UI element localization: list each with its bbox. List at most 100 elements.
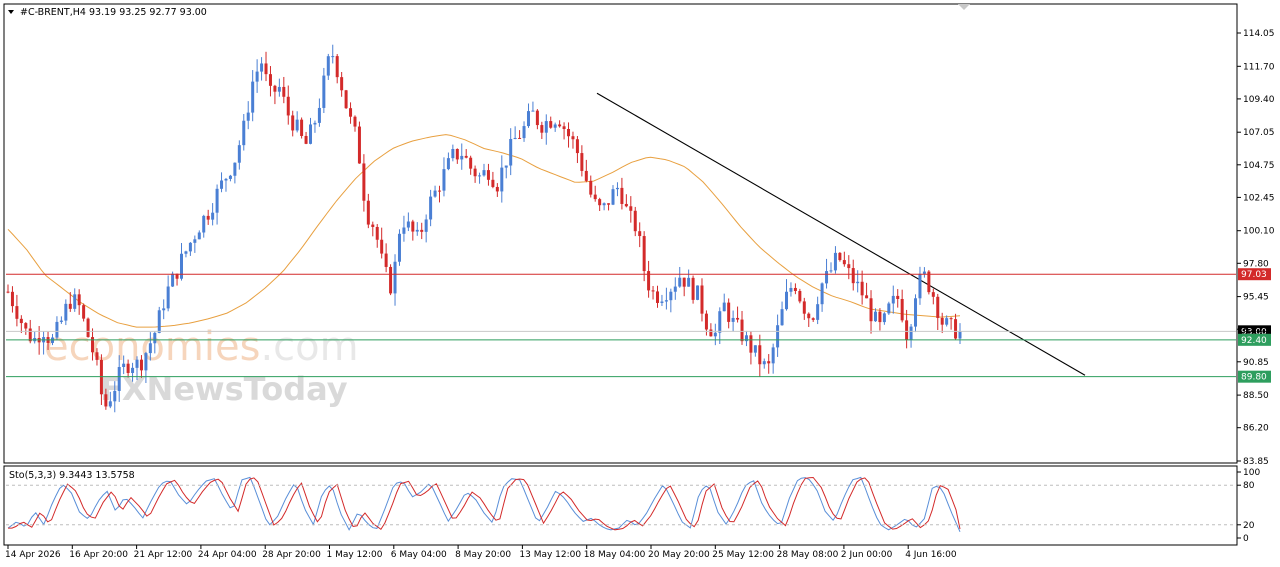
candle-body: [807, 313, 811, 319]
y-tick-label: 109.40: [1243, 95, 1275, 105]
y-tick-label: 107.05: [1243, 128, 1275, 138]
candle-body: [651, 290, 655, 292]
price-level-tag-label: 92.40: [1241, 336, 1267, 346]
stoch-tick-label: 100: [1243, 468, 1260, 478]
candle-body: [206, 215, 210, 220]
candle-body: [313, 122, 317, 125]
candle-body: [242, 120, 246, 146]
candle-body: [469, 157, 473, 169]
stoch-tick-label: 20: [1243, 521, 1255, 531]
candle-body: [24, 323, 28, 329]
candle-body: [727, 302, 731, 322]
candle-body: [758, 345, 762, 365]
candle-body: [860, 281, 864, 296]
x-tick-label: 6 May 04:00: [391, 550, 447, 560]
candle-body: [380, 239, 384, 254]
candle-body: [277, 86, 281, 92]
candle-body: [544, 121, 548, 133]
price-level-tag: [1238, 333, 1271, 346]
candle-body: [522, 126, 526, 139]
candle-body: [246, 112, 250, 121]
candle-body: [357, 126, 361, 164]
candle-body: [255, 71, 259, 82]
candle-body: [571, 136, 575, 140]
candle-body: [464, 155, 468, 158]
candle-body: [558, 124, 562, 127]
candle-body: [633, 210, 637, 232]
candle-body: [317, 107, 321, 123]
x-tick-label: 28 Apr 20:00: [262, 550, 321, 560]
candle-body: [104, 394, 108, 407]
candle-body: [131, 367, 135, 373]
stochastic-label: Sto(5,3,3) 9.3443 13.5758: [9, 470, 135, 481]
candle-body: [526, 111, 530, 127]
y-tick-label: 97.80: [1243, 259, 1269, 269]
candle-body: [740, 319, 744, 342]
candle-body: [340, 77, 344, 91]
candle-body: [68, 303, 72, 309]
candle-body: [260, 63, 264, 72]
candle-body: [331, 56, 335, 58]
candle-body: [460, 155, 464, 160]
candle-body: [531, 110, 535, 112]
x-tick-label: 2 Jun 00:00: [841, 550, 893, 560]
stochastic-main-line: [7, 476, 961, 533]
candle-body: [811, 318, 815, 320]
candle-body: [749, 335, 753, 353]
candle-body: [19, 318, 23, 324]
candle-body: [397, 233, 401, 262]
candle-body: [273, 85, 277, 92]
candle-body: [620, 187, 624, 204]
candle-body: [73, 294, 77, 309]
candle-body: [197, 232, 201, 240]
candle-body: [10, 291, 14, 307]
price-level-tag: [1238, 268, 1271, 281]
y-tick-label: 111.70: [1243, 62, 1275, 72]
x-tick-label: 16 Apr 20:00: [69, 550, 128, 560]
candle-body: [188, 242, 192, 252]
chart-header: #C-BRENT,H4 93.19 93.25 92.77 93.00: [8, 7, 207, 18]
candle-body: [931, 292, 935, 297]
y-tick-label: 102.45: [1243, 193, 1275, 203]
candle-body: [442, 169, 446, 191]
scroll-indicator-icon[interactable]: [958, 4, 970, 10]
candle-body: [900, 298, 904, 321]
candle-body: [91, 337, 95, 353]
trendline[interactable]: [596, 92, 1086, 376]
candle-body: [291, 115, 295, 131]
candle-body: [228, 175, 232, 179]
candle-body: [215, 188, 219, 213]
candle-body: [375, 226, 379, 240]
candle-body: [664, 300, 668, 302]
candle-body: [420, 229, 424, 232]
candle-body: [322, 75, 326, 108]
ohlc-values: 93.19 93.25 92.77 93.00: [89, 7, 207, 18]
candle-body: [753, 345, 757, 353]
candle-body: [945, 318, 949, 325]
candle-body: [878, 311, 882, 323]
candle-body: [647, 271, 651, 291]
candle-body: [122, 363, 126, 367]
candle-body: [949, 318, 953, 320]
candle-body: [958, 331, 962, 339]
y-tick-label: 93.15: [1243, 325, 1269, 335]
price-level-tag-label: 93.00: [1241, 327, 1267, 337]
triangle-down-icon[interactable]: [8, 10, 14, 14]
candle-body: [940, 317, 944, 325]
stochastic-panel-frame: [3, 465, 1238, 546]
candle-body: [682, 277, 686, 287]
candle-body: [108, 401, 112, 407]
candle-body: [371, 224, 375, 227]
candle-body: [611, 189, 615, 205]
x-tick-label: 4 Jun 16:00: [905, 550, 957, 560]
candle-body: [251, 81, 255, 113]
candle-body: [384, 253, 388, 267]
candle-body: [304, 135, 308, 144]
candle-body: [562, 126, 566, 130]
candle-body: [838, 252, 842, 261]
candle-body: [86, 318, 90, 338]
candle-body: [264, 63, 268, 75]
candle-body: [816, 304, 820, 320]
y-tick-label: 83.85: [1243, 457, 1269, 467]
candle-body: [117, 366, 121, 391]
